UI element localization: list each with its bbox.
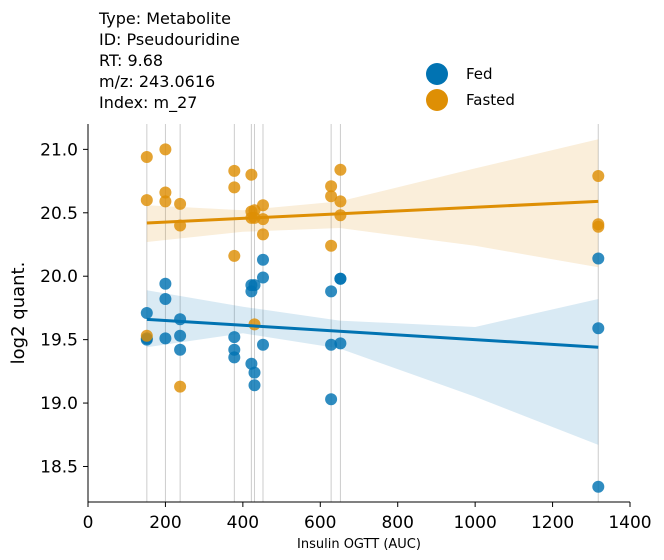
data-point-fed-17 (248, 379, 261, 392)
legend-marker-fed (426, 63, 448, 85)
info-id: ID: Pseudouridine (99, 30, 240, 49)
legend-label-fed: Fed (466, 65, 493, 83)
data-point-fed-4 (159, 293, 172, 305)
y-axis-label: log2 quant. (8, 262, 29, 365)
plot-area: 0 200 400 600 800 1000 1200 1400 18.5 19.0 19.5 20.… (40, 124, 652, 533)
y-tick-label-20.0: 20.0 (40, 267, 78, 287)
data-point-fasted-9 (228, 164, 241, 177)
data-point-fasted-21 (325, 180, 338, 193)
data-point-fed-23 (325, 393, 338, 406)
data-point-fasted-24 (334, 163, 347, 176)
data-point-fed-6 (174, 313, 187, 326)
regression-line-fasted (146, 199, 599, 225)
x-tick-label-800: 800 (381, 513, 413, 533)
data-point-fed-18 (257, 253, 269, 266)
data-point-fasted-25 (334, 195, 347, 208)
y-tick-label-21.0: 21.0 (40, 140, 78, 160)
confidence-band-fasted (146, 139, 599, 268)
data-point-fed-26 (334, 337, 347, 350)
metabolite-info: Type: Metabolite ID: Pseudouridine RT: 9… (98, 9, 240, 113)
legend-marker-fasted (426, 89, 448, 111)
data-point-fasted-5 (159, 195, 172, 208)
regression-line-fed (146, 317, 599, 349)
confidence-band-fed (146, 290, 599, 445)
data-point-fed-16 (248, 366, 261, 379)
data-point-fed-22 (325, 338, 338, 351)
y-tick-label-19.5: 19.5 (40, 331, 78, 351)
data-point-fasted-10 (228, 181, 241, 194)
data-point-fasted-6 (174, 197, 187, 210)
data-point-fed-3 (159, 277, 172, 290)
data-point-fasted-4 (159, 186, 172, 199)
data-point-fed-29 (592, 480, 605, 493)
data-point-fasted-8 (174, 380, 187, 393)
data-point-fed-15 (248, 279, 261, 292)
data-point-fed-25 (334, 272, 347, 285)
data-point-fed-0 (140, 307, 153, 319)
data-point-fed-28 (592, 322, 605, 335)
data-point-fed-27 (592, 252, 605, 265)
y-tick-label-18.5: 18.5 (40, 457, 78, 477)
data-point-fasted-19 (257, 213, 269, 226)
y-tick-label-19.0: 19.0 (40, 394, 78, 414)
data-point-fed-5 (159, 332, 172, 345)
data-point-fasted-20 (257, 228, 269, 241)
data-point-fed-21 (325, 285, 338, 298)
data-point-fasted-3 (159, 143, 172, 156)
info-rt: RT: 9.68 (99, 51, 163, 70)
y-tick-label-20.5: 20.5 (40, 204, 78, 224)
data-point-fasted-1 (140, 194, 153, 207)
data-point-fed-8 (174, 343, 187, 356)
data-point-fasted-27 (592, 170, 605, 182)
data-point-fed-20 (257, 338, 269, 351)
data-point-fasted-18 (257, 199, 269, 212)
legend: Fed Fasted (426, 63, 515, 111)
legend-label-fasted: Fasted (466, 91, 515, 109)
info-type: Type: Metabolite (98, 9, 231, 28)
x-tick-label-0: 0 (83, 513, 94, 533)
data-point-fasted-11 (228, 249, 241, 262)
data-point-fed-19 (257, 271, 269, 284)
info-index: Index: m_27 (99, 93, 197, 113)
x-tick-label-1400: 1400 (608, 513, 651, 533)
x-tick-label-400: 400 (227, 513, 259, 533)
data-point-fasted-29 (592, 220, 605, 233)
x-axis-label: Insulin OGTT (AUC) (297, 537, 421, 552)
data-point-fasted-23 (325, 239, 338, 252)
x-tick-label-1000: 1000 (454, 513, 497, 533)
x-tick-label-600: 600 (304, 513, 336, 533)
data-point-fed-7 (174, 329, 187, 342)
data-point-fasted-2 (140, 329, 153, 342)
info-mz: m/z: 243.0616 (99, 72, 215, 91)
x-tick-label-1200: 1200 (531, 513, 574, 533)
data-point-fasted-0 (140, 151, 153, 163)
data-point-fed-11 (228, 351, 241, 364)
x-tick-label-200: 200 (149, 513, 181, 533)
data-point-fed-9 (228, 331, 241, 344)
data-point-fasted-22 (325, 190, 338, 203)
data-point-fasted-12 (245, 168, 258, 181)
